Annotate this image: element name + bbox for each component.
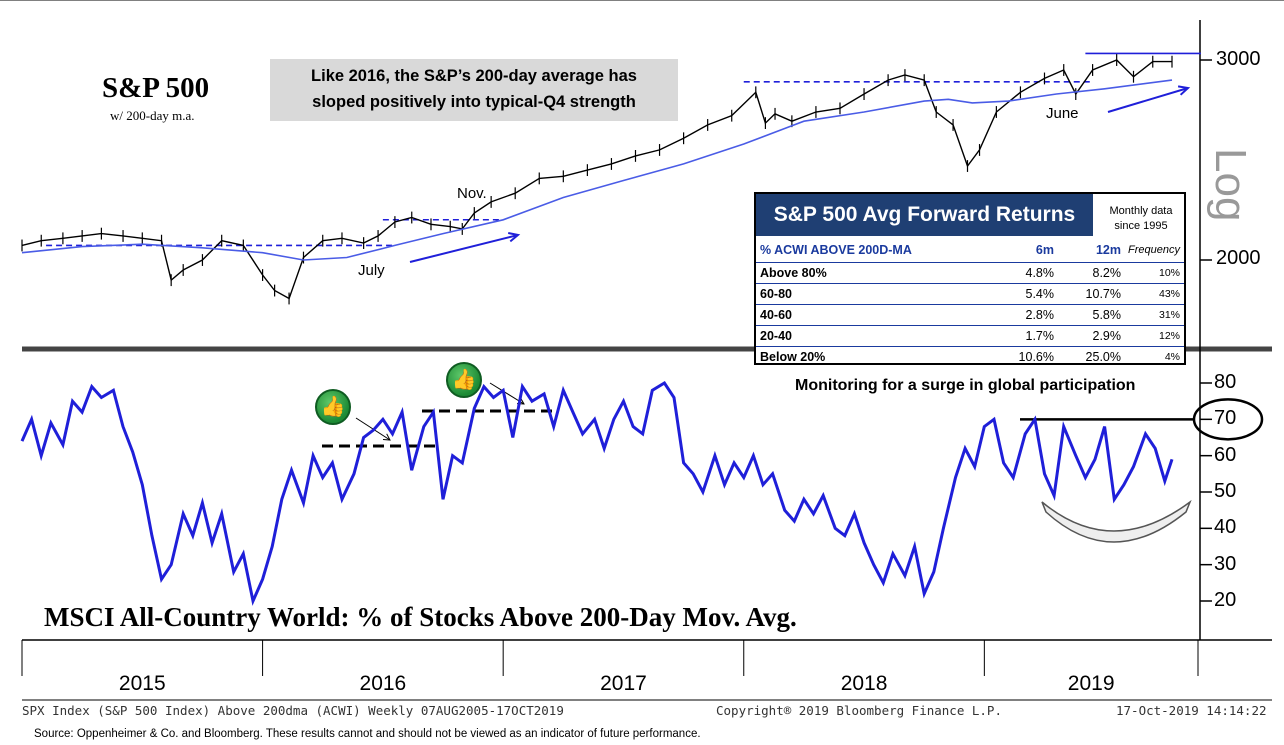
y-axis-label: Log [1206,148,1255,222]
table-header-cell: 12m [1095,243,1121,257]
table-header-cell: % ACWI ABOVE 200D-MA [760,243,912,257]
x-tick-label: 2019 [1067,672,1115,695]
table-note-line: since 1995 [1114,220,1168,232]
callout-line: sloped positively into typical-Q4 streng… [312,93,636,111]
trend-arrow [409,234,519,263]
table-cell: 1.7% [1025,329,1055,343]
table-cell: Above 80% [760,266,827,280]
table-row: 60-80 5.4% 10.7% 43% [756,283,1184,304]
table-row: 40-60 2.8% 5.8% 31% [756,304,1184,325]
price-series-line [21,59,1172,300]
annotation-july: July [358,262,385,279]
sp500-title: S&P 500 [102,72,210,104]
table-cell: 60-80 [760,287,792,301]
footer-copyright: Copyright® 2019 Bloomberg Finance L.P. [716,703,1002,718]
sp500-panel [21,52,1212,305]
table-header-cell: 6m [1035,243,1054,257]
source-note: Source: Oppenheimer & Co. and Bloomberg.… [34,728,701,740]
table-row: Below 20% 10.6% 25.0% 4% [756,346,1184,367]
footer-timestamp: 17-Oct-2019 14:14:22 [1116,703,1267,718]
table-cell: 25.0% [1085,350,1121,364]
moving-average-line [21,79,1173,261]
annotation-nov: Nov. [457,185,487,202]
table-row: 20-40 1.7% 2.9% 12% [756,325,1184,346]
table-cell: 40-60 [760,308,792,322]
callout-line: Like 2016, the S&P’s 200-day average has [311,67,637,85]
y-tick-label: 60 [1214,443,1237,466]
table-cell: 5.8% [1092,308,1122,322]
table-title: S&P 500 Avg Forward Returns [756,194,1093,236]
y-tick-label: 3000 [1216,48,1261,70]
y-tick-label: 20 [1214,589,1237,611]
trend-arrow [1107,87,1189,113]
y-tick-label: 40 [1214,516,1237,539]
table-cell: 20-40 [760,329,792,343]
y-tick-label: 70 [1214,407,1237,430]
table-cell: 10.7% [1085,287,1121,301]
table-header-row: % ACWI ABOVE 200D-MA 6m 12m Frequency [756,240,1184,260]
table-cell: 43% [1158,288,1180,300]
breadth-annotation: Monitoring for a surge in global partici… [795,377,1136,394]
breadth-title: MSCI All-Country World: % of Stocks Abov… [44,602,797,632]
trend-arrow-head [1177,85,1191,96]
x-tick-label: 2015 [118,672,166,695]
table-header-cell: Frequency [1128,244,1180,256]
table-cell: 2.8% [1025,308,1055,322]
pointer-arrow-head [382,433,391,441]
thumbs-up-icon: 👍 [315,389,351,425]
breadth-series-line [20,380,1174,606]
y-tick-label: 50 [1214,480,1237,502]
table-note: Monthly data since 1995 [1097,204,1185,234]
table-cell: 4% [1164,351,1180,363]
table-note-line: Monthly data [1109,205,1173,217]
table-cell: 31% [1158,309,1180,321]
table-cell: Below 20% [760,350,826,364]
y-tick-label: 2000 [1216,247,1261,269]
callout-box: Like 2016, the S&P’s 200-day average has… [270,59,678,121]
x-tick-label: 2018 [840,672,888,695]
table-cell: 5.4% [1025,287,1055,301]
y-tick-label: 30 [1214,552,1237,575]
forward-returns-table: S&P 500 Avg Forward Returns Monthly data… [754,192,1186,365]
x-tick-label: 2017 [600,672,647,695]
base-arc [1041,499,1192,543]
breadth-panel [20,380,1264,676]
table-row: Above 80% 4.8% 8.2% 10% [756,262,1184,283]
table-cell: 12% [1158,330,1180,342]
y-tick-label: 80 [1214,371,1237,393]
trend-arrow-head [508,232,521,243]
thumbs-up-icon: 👍 [446,362,482,398]
table-cell: 4.8% [1025,266,1055,280]
table-cell: 2.9% [1092,329,1122,343]
sp500-subtitle: w/ 200-day m.a. [110,108,195,123]
table-cell: 8.2% [1092,266,1122,280]
table-cell: 10.6% [1018,350,1054,364]
x-tick-label: 2016 [359,672,407,695]
footer-series-info: SPX Index (S&P 500 Index) Above 200dma (… [22,703,564,718]
annotation-june: June [1046,105,1079,122]
table-cell: 10% [1158,267,1180,279]
